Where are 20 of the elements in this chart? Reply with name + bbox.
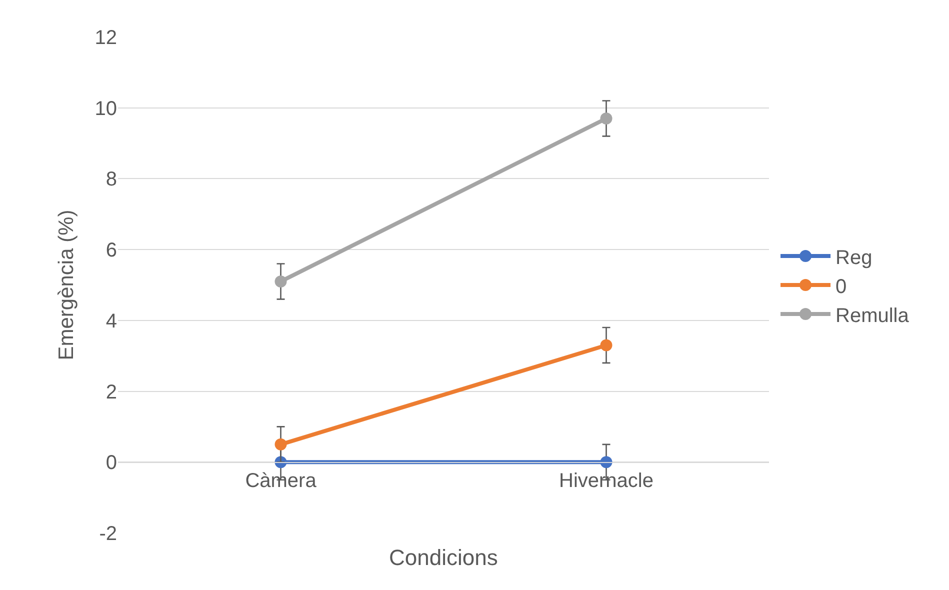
- point: [274, 438, 287, 450]
- y-tick-label: 6: [106, 240, 117, 262]
- y-tick-label: -2: [99, 523, 117, 545]
- y-axis-title: Emergència (%): [54, 210, 78, 360]
- legend-label: Remulla: [836, 304, 910, 327]
- x-tick-label: Hivernacle: [559, 470, 654, 492]
- y-tick-label: 4: [106, 310, 117, 332]
- point: [600, 339, 612, 352]
- y-tick-label: 8: [106, 168, 117, 191]
- legend-label: 0: [836, 276, 847, 298]
- y-tick-label: 2: [106, 381, 117, 404]
- legend-label: Reg: [836, 246, 872, 269]
- y-tick-label: 10: [94, 98, 117, 120]
- x-tick-label: Càmera: [245, 470, 318, 492]
- point: [600, 456, 612, 468]
- x-axis-title: Condicions: [389, 545, 498, 570]
- point: [600, 112, 612, 124]
- y-tick-label: 12: [94, 27, 117, 49]
- point: [274, 275, 287, 288]
- y-tick-label: 0: [106, 452, 117, 474]
